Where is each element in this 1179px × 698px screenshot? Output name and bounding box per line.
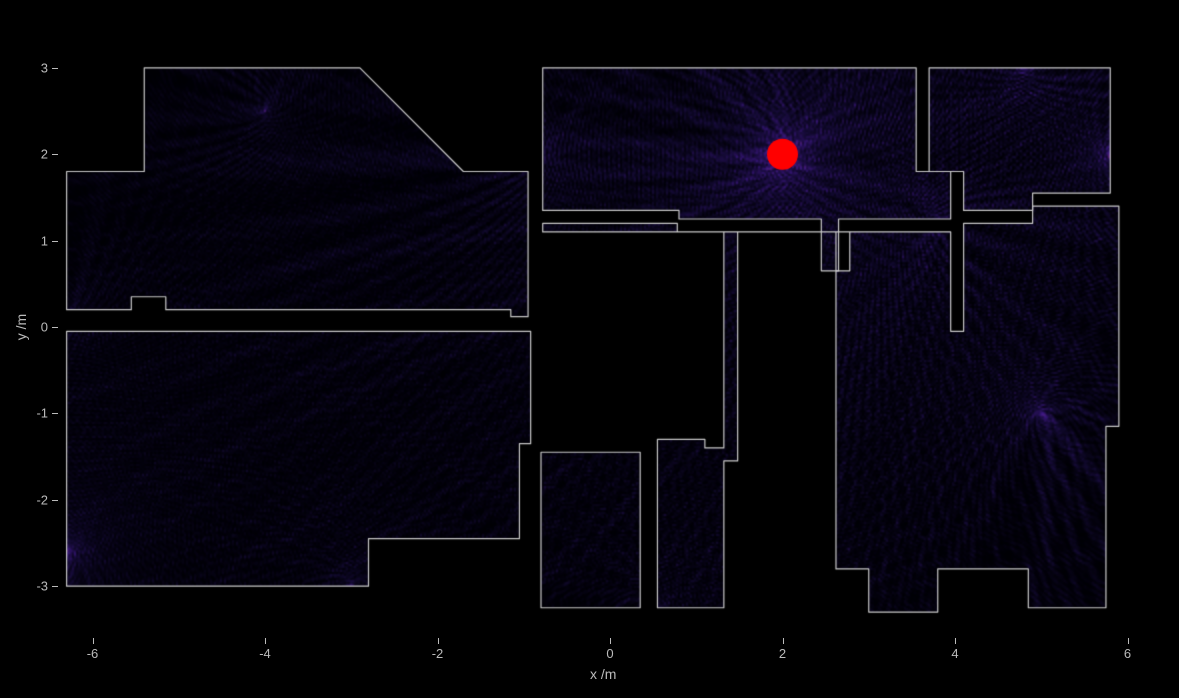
heatmap-canvas bbox=[58, 16, 1162, 638]
x-axis-label: x /m bbox=[590, 666, 616, 682]
x-tick-label: -6 bbox=[87, 646, 99, 661]
x-tick-label: -2 bbox=[432, 646, 444, 661]
y-tick-label: 0 bbox=[24, 320, 48, 335]
y-tick-mark bbox=[52, 500, 58, 501]
figure: x /m y /m -6-4-20246-3-2-10123 bbox=[0, 0, 1179, 698]
y-tick-label: 2 bbox=[24, 147, 48, 162]
y-tick-label: -1 bbox=[24, 406, 48, 421]
x-tick-label: 6 bbox=[1124, 646, 1131, 661]
x-tick-label: 4 bbox=[951, 646, 958, 661]
x-tick-mark bbox=[955, 638, 956, 644]
y-tick-mark bbox=[52, 154, 58, 155]
x-tick-label: 0 bbox=[606, 646, 613, 661]
y-tick-label: -2 bbox=[24, 492, 48, 507]
x-tick-mark bbox=[265, 638, 266, 644]
y-tick-label: 3 bbox=[24, 60, 48, 75]
y-tick-mark bbox=[52, 413, 58, 414]
x-tick-mark bbox=[610, 638, 611, 644]
x-tick-mark bbox=[783, 638, 784, 644]
y-tick-mark bbox=[52, 327, 58, 328]
x-tick-label: 2 bbox=[779, 646, 786, 661]
x-tick-label: -4 bbox=[259, 646, 271, 661]
y-tick-mark bbox=[52, 68, 58, 69]
y-tick-label: 1 bbox=[24, 233, 48, 248]
y-tick-label: -3 bbox=[24, 579, 48, 594]
x-tick-mark bbox=[1128, 638, 1129, 644]
x-tick-mark bbox=[438, 638, 439, 644]
y-tick-mark bbox=[52, 586, 58, 587]
y-tick-mark bbox=[52, 241, 58, 242]
x-tick-mark bbox=[93, 638, 94, 644]
